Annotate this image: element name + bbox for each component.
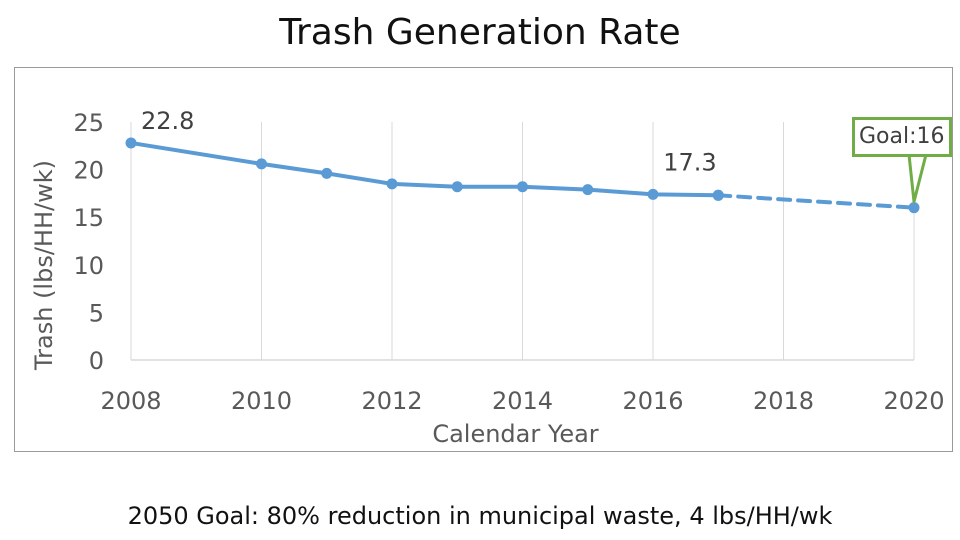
data-point	[517, 181, 528, 193]
x-tick-label: 2014	[492, 387, 553, 415]
y-tick-label: 0	[89, 347, 104, 375]
data-point	[712, 189, 724, 201]
y-tick-label: 15	[73, 204, 104, 232]
data-point	[386, 178, 398, 190]
x-tick-label: 2018	[753, 387, 814, 415]
chart-area: 2008 2010 2012 2014 2016 2018 2020 0 5 10 15 20 25 Ca…	[14, 67, 953, 452]
x-tick-label: 2020	[883, 387, 944, 415]
data-point	[582, 184, 594, 196]
projection-line	[716, 193, 916, 210]
data-point	[321, 167, 333, 179]
slide-title: Trash Generation Rate	[279, 12, 681, 53]
data-label: 17.3	[663, 148, 716, 176]
y-tick-label: 10	[73, 252, 104, 280]
trash-line-chart: 2008 2010 2012 2014 2016 2018 2020 0 5 10 15 20 25 Ca…	[30, 107, 945, 448]
data-point	[451, 181, 463, 193]
data-point	[647, 188, 659, 200]
x-tick-label: 2010	[231, 387, 292, 415]
x-axis-title: Calendar Year	[432, 420, 598, 448]
trend-line	[129, 140, 721, 198]
goal-footnote: 2050 Goal: 80% reduction in municipal wa…	[127, 502, 833, 530]
data-point	[125, 137, 137, 149]
goal-callout-pointer	[907, 153, 928, 204]
y-tick-label: 5	[89, 299, 104, 327]
data-label: 22.8	[141, 107, 194, 135]
y-tick-label: 20	[73, 157, 104, 185]
data-point	[908, 202, 920, 214]
x-tick-label: 2008	[100, 387, 161, 415]
y-axis-title: Trash (lbs/HH/wk)	[30, 160, 58, 371]
x-tick-label: 2016	[622, 387, 683, 415]
y-tick-label: 25	[73, 109, 104, 137]
x-tick-label: 2012	[361, 387, 422, 415]
goal-callout: Goal:16	[852, 116, 952, 157]
data-point	[256, 158, 267, 170]
